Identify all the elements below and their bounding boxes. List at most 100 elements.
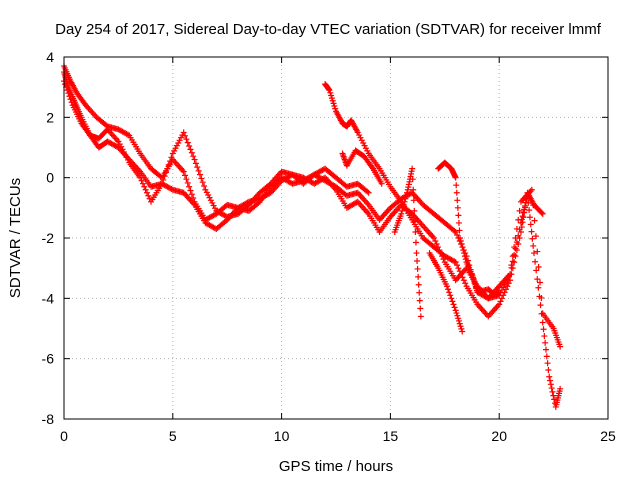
data-point — [529, 235, 536, 242]
data-point — [452, 228, 459, 235]
data-point — [188, 149, 195, 156]
data-point — [433, 241, 440, 248]
data-point — [199, 179, 206, 186]
data-point — [520, 214, 527, 221]
x-tick-label: 15 — [383, 428, 399, 444]
data-point — [451, 304, 458, 311]
data-point — [534, 248, 541, 255]
data-point — [455, 212, 462, 219]
axis-ticks: 0 5 10 15 20 25 -8 -6 -4 -2 0 2 4 — [42, 49, 616, 444]
data-point — [509, 265, 516, 272]
data-point — [180, 168, 187, 175]
data-point — [66, 93, 73, 100]
data-point — [454, 197, 461, 204]
data-point — [460, 277, 467, 284]
data-point — [187, 187, 194, 194]
data-point — [460, 247, 467, 254]
data-point — [536, 293, 543, 300]
data-point — [362, 145, 369, 152]
data-point — [452, 307, 459, 314]
data-point — [432, 238, 439, 245]
data-point — [209, 199, 216, 206]
data-point — [451, 227, 458, 234]
x-tick-label: 5 — [169, 428, 177, 444]
data-point — [513, 247, 520, 254]
data-point — [454, 204, 461, 211]
data-point — [123, 154, 130, 161]
data-point — [461, 253, 468, 260]
data-point — [447, 292, 454, 299]
data-point — [547, 381, 554, 388]
data-point — [537, 279, 543, 286]
data-point — [356, 132, 363, 139]
data-point — [515, 241, 522, 248]
data-point — [202, 186, 209, 193]
data-point — [505, 273, 512, 280]
chart-title: Day 254 of 2017, Sidereal Day-to-day VTE… — [55, 21, 602, 38]
data-point — [498, 295, 505, 302]
data-point — [403, 189, 410, 196]
data-point — [548, 385, 555, 392]
data-point — [528, 186, 535, 193]
data-point — [203, 189, 210, 196]
data-point — [401, 198, 408, 205]
data-point — [454, 231, 461, 238]
data-point — [266, 181, 273, 188]
data-point — [364, 147, 371, 154]
data-point — [179, 132, 186, 139]
data-point — [505, 280, 512, 287]
data-point — [543, 353, 550, 360]
data-point — [456, 320, 463, 327]
data-point — [354, 129, 361, 136]
data-point — [531, 217, 538, 224]
series-track-f — [435, 159, 503, 299]
data-point — [331, 103, 338, 110]
data-point — [138, 177, 145, 184]
data-point — [412, 239, 419, 246]
data-point — [198, 175, 205, 182]
x-tick-label: 0 — [60, 428, 68, 444]
data-point — [522, 199, 529, 206]
data-point — [549, 388, 556, 395]
data-point — [445, 286, 452, 293]
data-point — [541, 333, 548, 340]
data-point — [183, 176, 190, 183]
x-tick-label: 25 — [600, 428, 616, 444]
data-point — [504, 283, 511, 290]
data-point — [459, 274, 466, 281]
y-tick-label: -4 — [42, 290, 55, 306]
data-point — [361, 142, 368, 149]
data-point — [547, 377, 554, 384]
data-point — [416, 289, 423, 296]
data-point — [430, 235, 437, 241]
data-point — [511, 251, 518, 258]
data-point — [546, 373, 553, 380]
data-point — [410, 186, 417, 193]
data-point — [454, 262, 461, 269]
data-point — [538, 310, 545, 317]
data-point — [326, 87, 333, 94]
data-point — [457, 235, 464, 241]
data-point — [145, 192, 152, 199]
data-point — [526, 207, 533, 214]
data-point — [65, 90, 72, 97]
data-point — [534, 276, 541, 283]
data-point — [122, 151, 129, 158]
data-point — [399, 207, 406, 214]
data-point — [378, 180, 385, 187]
data-point — [168, 154, 175, 161]
data-point — [455, 219, 462, 226]
data-point — [411, 218, 418, 225]
data-point — [413, 250, 420, 257]
y-tick-label: -8 — [42, 411, 55, 427]
data-point — [462, 256, 469, 263]
data-point — [507, 277, 514, 284]
series-track-h — [339, 147, 385, 187]
data-point — [330, 100, 337, 107]
data-point — [540, 326, 547, 333]
data-point — [120, 149, 127, 156]
data-point — [415, 273, 422, 280]
series-track-e — [391, 165, 424, 320]
data-point — [146, 195, 153, 202]
